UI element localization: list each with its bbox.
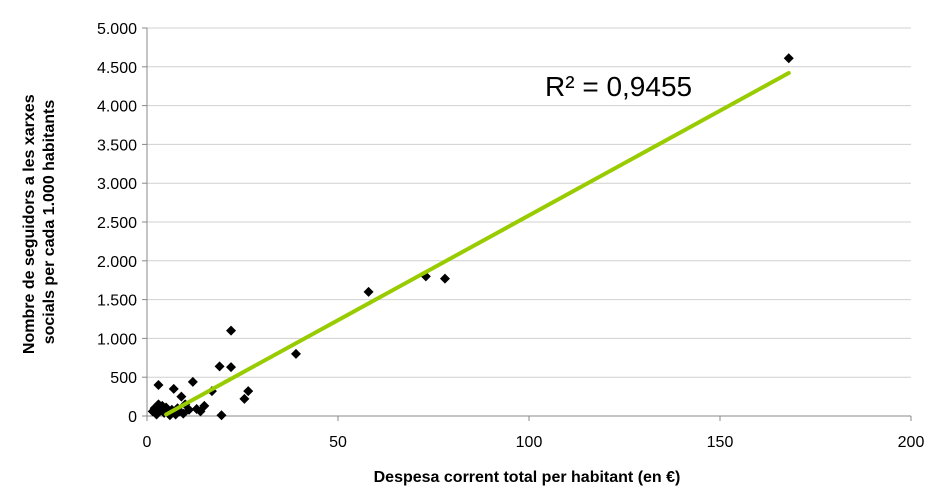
data-point bbox=[176, 391, 187, 402]
data-point bbox=[439, 273, 450, 284]
data-point bbox=[153, 379, 164, 390]
r-squared-label: R² = 0,9455 bbox=[545, 71, 692, 102]
data-point bbox=[363, 286, 374, 297]
x-axis-title: Despesa corrent total per habitant (en €… bbox=[374, 469, 681, 486]
data-point bbox=[226, 325, 237, 336]
y-tick-label: 3.500 bbox=[97, 137, 137, 154]
y-tick-label: 1.500 bbox=[97, 293, 137, 310]
data-point bbox=[290, 348, 301, 359]
y-axis-title-line-1: Nombre de seguidors a les xarxes bbox=[21, 94, 38, 354]
data-point bbox=[199, 400, 210, 411]
y-tick-label: 4.500 bbox=[97, 60, 137, 77]
y-tick-label: 2.000 bbox=[97, 254, 137, 271]
data-point bbox=[226, 362, 237, 373]
y-tick-label: 3.000 bbox=[97, 176, 137, 193]
data-point bbox=[168, 383, 179, 394]
data-point bbox=[187, 376, 198, 387]
data-point bbox=[239, 393, 250, 404]
y-tick-label: 4.000 bbox=[97, 99, 137, 116]
data-point bbox=[783, 53, 794, 64]
y-tick-label: 1.000 bbox=[97, 331, 137, 348]
x-tick-label: 50 bbox=[329, 434, 347, 451]
data-point bbox=[243, 386, 254, 397]
y-axis-title: Nombre de seguidors a les xarxes socials… bbox=[21, 90, 58, 354]
y-tick-label: 0 bbox=[128, 409, 137, 426]
data-point bbox=[216, 410, 227, 421]
x-tick-label: 100 bbox=[516, 434, 543, 451]
grid-lines bbox=[147, 27, 911, 378]
data-points bbox=[147, 53, 794, 421]
x-tick-labels: 0 50 100 150 200 bbox=[143, 416, 925, 451]
x-tick-label: 150 bbox=[707, 434, 734, 451]
y-tick-label: 5.000 bbox=[97, 21, 137, 38]
x-tick-label: 0 bbox=[143, 434, 152, 451]
y-tick-label: 2.500 bbox=[97, 215, 137, 232]
y-tick-labels: 0 500 1.000 1.500 2.000 2.500 3.000 3.500 4.000 4… bbox=[97, 21, 147, 426]
y-tick-label: 500 bbox=[110, 370, 137, 387]
data-point bbox=[214, 361, 225, 372]
trendline bbox=[164, 71, 791, 417]
y-axis-title-line-2: socials per cada 1.000 habitants bbox=[41, 100, 58, 345]
data-point bbox=[184, 404, 195, 415]
x-tick-label: 200 bbox=[898, 434, 925, 451]
